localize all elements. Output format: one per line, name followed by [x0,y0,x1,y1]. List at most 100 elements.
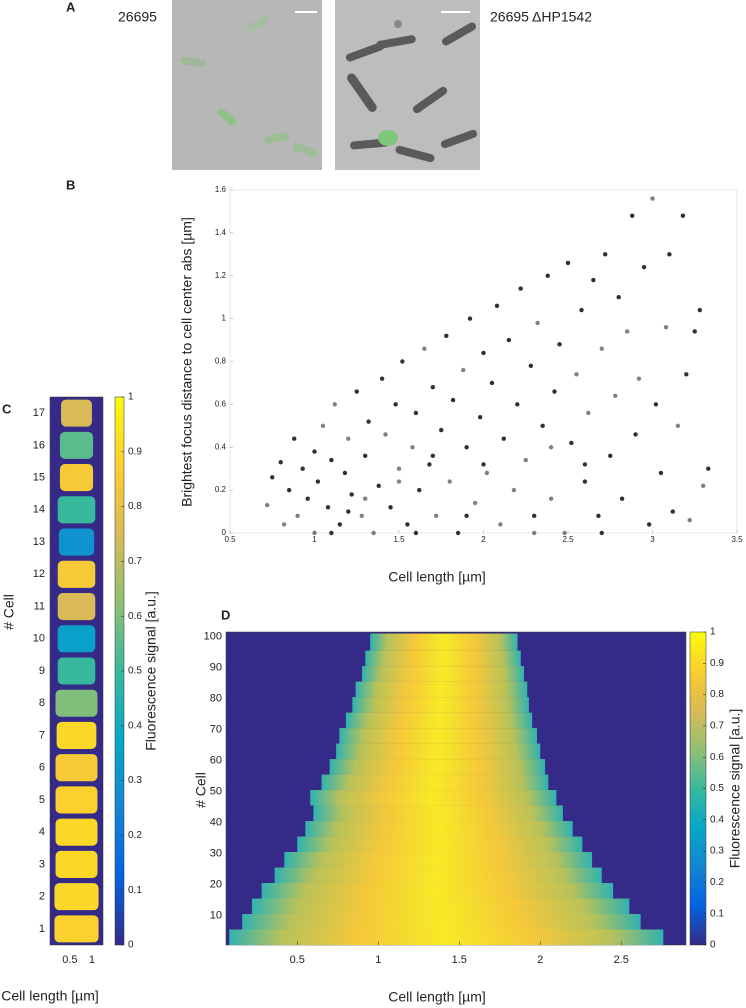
y-tick-label: 4 [39,826,45,838]
y-tick-label: 0.2 [215,485,227,494]
scatter-point [675,423,681,429]
scatter-point [608,453,613,459]
y-tick-label: 0 [222,528,227,537]
x-tick-label: 2 [537,954,543,966]
colorbar-tick-label: 0.1 [128,885,142,896]
scatter-point [706,466,711,471]
y-tick-label: 1 [222,314,227,323]
scatter-point [494,303,500,308]
cell [57,592,96,621]
y-tick-label: 0.8 [215,357,227,366]
scatter-point [548,496,554,501]
scatter-point [557,342,562,347]
colorbar-tick-label: 0.9 [128,446,142,457]
scatter-point [481,462,486,467]
scatter-point [532,513,537,519]
y-tick-label: 10 [33,633,45,645]
scatter-point [405,522,410,527]
scatter-point [477,415,483,420]
scatter-point [562,530,567,536]
scatter-point [687,517,692,523]
y-tick-label: 60 [210,755,222,767]
y-tick-label: 16 [33,439,45,451]
scatter-point [511,487,517,493]
y-tick-label: 14 [33,504,45,516]
y-tick-label: 8 [39,697,45,709]
colorbar-tick-label: 0.5 [710,783,724,794]
cell-row [229,929,664,945]
x-tick-label: 2.5 [614,954,629,966]
scatter-point [498,522,503,527]
panel-label: C [2,401,12,416]
y-axis-label: Brightest focus distance to cell center … [179,217,195,507]
y-tick-label: 7 [39,729,45,741]
x-tick-label: 2.5 [562,535,574,544]
y-tick-label: 11 [34,600,45,612]
y-tick-label: 1 [39,923,45,935]
cell [59,464,94,492]
image-label: 26695 ΔHP1542 [490,9,592,25]
scatter-point [484,470,490,476]
scatter-point [413,410,419,416]
scatter-point [646,522,652,527]
y-axis-label: # Cell [1,594,17,630]
scatter-point [667,252,672,257]
scatter-point [312,449,317,454]
y-tick-label: 9 [39,665,45,677]
cell [54,883,99,911]
colorbar-tick-label: 0.8 [128,501,142,512]
scatter-point [393,402,398,407]
plot-frame [229,189,738,534]
colorbar-tick-label: 0.3 [128,775,142,786]
cell [56,721,97,750]
scatter-point [586,410,591,416]
y-tick-label: 100 [204,631,222,643]
y-tick-label: 15 [33,471,45,483]
scatter-point [337,522,343,527]
scatter-point [616,294,621,300]
colorbar-tick-label: 0.4 [710,814,724,825]
colorbar-tick-label: 0.1 [710,908,724,919]
panel-label: D [221,607,230,622]
scatter-point [312,530,317,536]
colorbar-tick-label: 0.6 [128,611,142,622]
scatter-point [464,513,469,519]
y-tick-label: 1.2 [215,271,227,280]
colorbar-tick-label: 0.5 [128,666,142,677]
cell [58,528,95,556]
y-tick-label: 40 [210,816,222,828]
cell [54,915,99,943]
scatter-point [315,479,321,484]
scatter-point [286,487,292,493]
scatter-point [461,367,466,373]
scatter-point [417,487,422,493]
x-axis-label: Cell length [µm] [1,988,99,1004]
scatter-point [349,492,354,497]
cell-row [365,650,521,667]
x-tick-label: 1.5 [393,535,405,544]
scatter-point [569,440,574,446]
y-tick-label: 3 [39,858,45,870]
micrograph-right [335,0,480,170]
scatter-point [515,402,520,407]
scatter-point [630,213,635,218]
scatter-point [410,445,415,450]
cell [59,431,94,459]
cell-row [310,790,557,806]
scatter-point [489,380,495,386]
cell-row [370,633,518,651]
cell [55,786,98,814]
x-axis-label: Cell length [µm] [388,569,486,585]
colorbar-tick-label: 0.9 [710,658,724,669]
colorbar-tick-label: 0 [710,940,716,951]
cell [61,399,92,427]
scatter-point [545,273,550,278]
y-tick-label: 10 [210,909,222,921]
cell [57,496,96,524]
y-tick-label: 1.4 [215,228,227,237]
scatter-point [359,513,365,519]
scatter-point [329,457,334,463]
scatter-point [264,502,270,508]
cell-row [284,852,593,868]
scatter-point [670,509,675,514]
